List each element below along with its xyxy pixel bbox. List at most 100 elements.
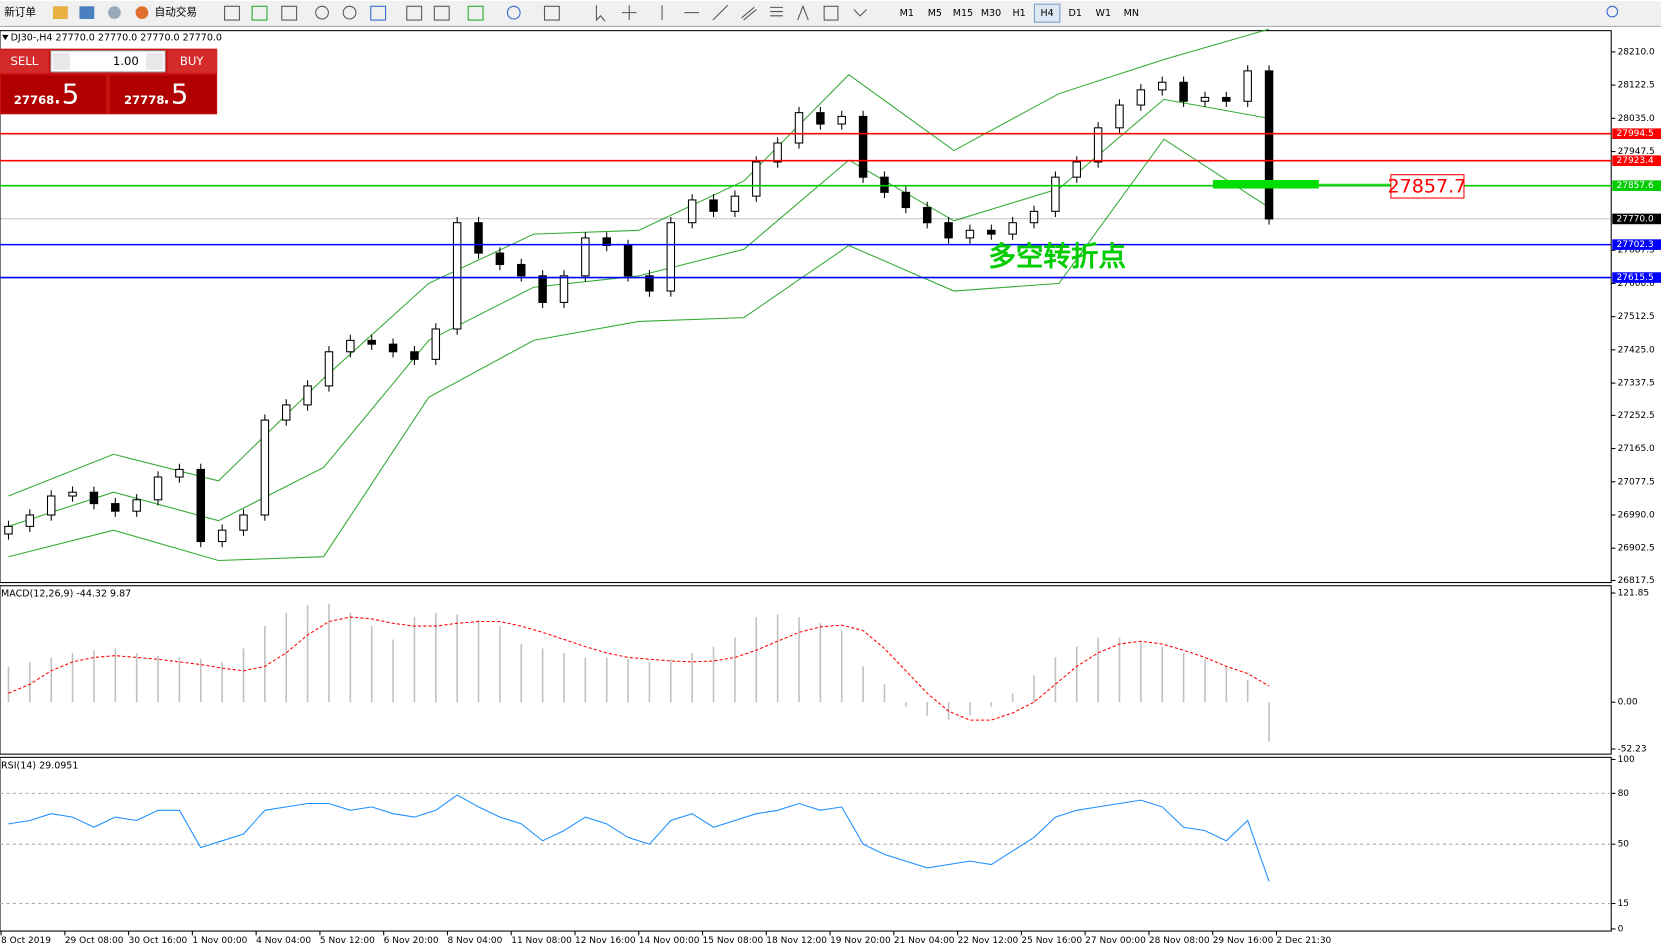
x-tick-label: 27 Nov 00:00 (1085, 936, 1146, 946)
y-tick-label: 26902.5 (1618, 544, 1655, 554)
candle-body (474, 222, 483, 254)
y-tick-label: 26990.0 (1618, 510, 1655, 520)
icon[interactable] (543, 5, 560, 21)
icon[interactable] (621, 5, 637, 21)
candle-body (324, 351, 334, 387)
candle-body (559, 275, 569, 303)
active-timeframe (1033, 3, 1061, 23)
icon[interactable] (224, 5, 240, 21)
x-tick-label: 5 Nov 12:00 (320, 936, 375, 946)
candle-body (965, 229, 975, 239)
auto-trade-icon[interactable] (135, 6, 149, 19)
candle-body (175, 468, 184, 478)
candle-body (410, 351, 419, 360)
bid-main: 27768 (14, 93, 54, 107)
price-level-label: 27615.5 (1617, 273, 1654, 283)
candle-body (111, 503, 120, 512)
candle-body (858, 115, 868, 178)
icon[interactable] (712, 4, 729, 21)
lots-down[interactable] (52, 52, 70, 70)
bid-box[interactable] (1, 75, 106, 114)
price-level-label: 27857.6 (1617, 181, 1654, 191)
timeframe-button[interactable]: MN (1124, 8, 1139, 19)
icon[interactable] (370, 5, 387, 21)
icon[interactable] (823, 5, 839, 21)
candle-body (1072, 161, 1082, 178)
candle-body (645, 275, 654, 292)
sell-button[interactable] (0, 49, 49, 74)
bid-frac: .5 (53, 78, 79, 110)
rsi-title: RSI(14) 29.0951 (1, 760, 78, 771)
icon[interactable] (251, 5, 268, 21)
new-order-button[interactable]: 新订单 (4, 6, 36, 19)
y-tick-label: 26817.5 (1618, 576, 1655, 586)
timeframe-button[interactable]: M1 (900, 8, 914, 19)
x-tick-label: 22 Nov 12:00 (958, 936, 1019, 946)
candle-body (367, 339, 376, 345)
y-tick-label: 27600.0 (1618, 279, 1655, 289)
lots-up[interactable] (146, 52, 164, 70)
macd-signal (8, 616, 1270, 721)
ask-box[interactable] (110, 75, 217, 114)
buy-button[interactable] (167, 49, 218, 74)
band-lower (8, 138, 1270, 562)
timeframe-button[interactable]: M15 (953, 8, 973, 19)
candle-body (538, 275, 547, 303)
auto-trade-button[interactable]: 自动交易 (155, 6, 197, 19)
band-upper (8, 28, 1270, 497)
toolbar (0, 0, 1661, 27)
candle-body (602, 237, 611, 247)
icon[interactable] (108, 6, 121, 19)
timeframe-button[interactable]: W1 (1096, 8, 1111, 19)
y-tick-label: 27687.5 (1618, 246, 1655, 256)
icon[interactable] (853, 9, 867, 17)
icon[interactable] (797, 4, 809, 21)
icon[interactable] (770, 6, 783, 17)
icon[interactable] (79, 6, 95, 19)
y-tick-label: 27947.5 (1618, 147, 1655, 157)
candle-body (388, 343, 398, 353)
x-tick-label: 30 Oct 16:00 (129, 936, 188, 946)
candle-body (153, 476, 163, 501)
y-tick-label: 27077.5 (1618, 477, 1655, 487)
candle-body (217, 529, 227, 543)
icon[interactable] (433, 5, 450, 21)
timeframe-button[interactable]: H1 (1012, 8, 1025, 19)
candle-body (987, 229, 996, 235)
candle-body (1243, 70, 1252, 102)
y-tick-label: 50 (1618, 840, 1630, 850)
y-tick-label: 80 (1618, 789, 1630, 799)
icon[interactable] (315, 5, 329, 20)
y-tick-label: 28122.5 (1618, 81, 1655, 91)
candle-body (837, 115, 846, 125)
icon[interactable] (281, 5, 298, 21)
search-icon[interactable] (1606, 5, 1619, 18)
candle-body (303, 385, 312, 406)
timeframe-button[interactable]: M5 (928, 8, 942, 19)
candle-body (794, 112, 804, 144)
timeframe-button[interactable]: M30 (981, 8, 1001, 19)
candle-body (1157, 81, 1167, 91)
price-level-tag (1612, 239, 1661, 250)
icon[interactable] (506, 5, 521, 20)
icon[interactable] (52, 6, 68, 19)
icon[interactable] (342, 5, 357, 20)
candle-body (495, 252, 505, 265)
x-tick-label: 4 Nov 04:00 (256, 936, 311, 946)
timeframe-button[interactable]: D1 (1069, 8, 1082, 19)
icon[interactable] (467, 5, 484, 21)
y-tick-label: 27252.5 (1618, 411, 1655, 421)
lots-field[interactable] (50, 50, 166, 73)
icon[interactable] (595, 5, 606, 22)
x-tick-label: 29 Oct 08:00 (65, 936, 124, 946)
buy-label: BUY (180, 54, 205, 68)
price-level-tag (1612, 180, 1661, 191)
y-tick-label: -52.23 (1618, 744, 1647, 754)
x-tick-label: 18 Nov 12:00 (766, 936, 827, 946)
y-tick-label: 100 (1618, 755, 1635, 765)
icon[interactable] (741, 6, 757, 21)
icon[interactable] (406, 5, 423, 21)
timeframe-button[interactable]: H4 (1041, 8, 1054, 19)
x-tick-label: 11 Nov 08:00 (511, 936, 572, 946)
